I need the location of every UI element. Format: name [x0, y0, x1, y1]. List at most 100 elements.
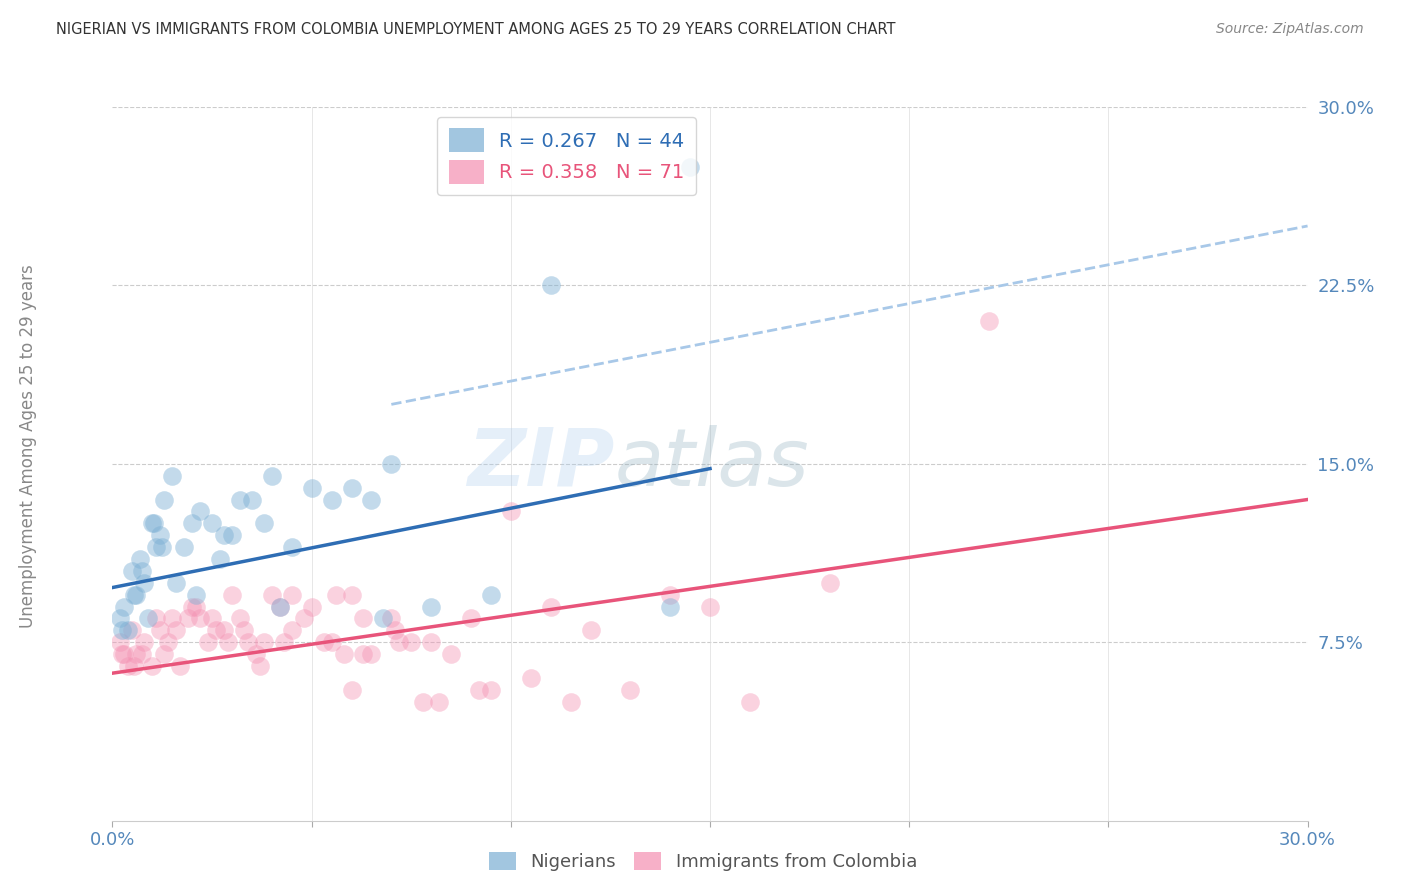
Point — [301, 481, 323, 495]
Text: ZIP: ZIP — [467, 425, 614, 503]
Point — [380, 457, 402, 471]
Point — [412, 695, 434, 709]
Point — [401, 635, 423, 649]
Point — [420, 635, 443, 649]
Point — [380, 611, 402, 625]
Point — [201, 611, 224, 625]
Point — [121, 564, 143, 578]
Point — [131, 564, 153, 578]
Point — [114, 647, 135, 661]
Point — [188, 504, 211, 518]
Point — [229, 492, 252, 507]
Point — [177, 611, 200, 625]
Point — [124, 659, 146, 673]
Point — [212, 528, 235, 542]
Point — [499, 504, 522, 518]
Point — [384, 624, 406, 638]
Text: atlas: atlas — [614, 425, 810, 503]
Point — [145, 540, 167, 554]
Point — [129, 552, 152, 566]
Point — [138, 611, 160, 625]
Point — [217, 635, 239, 649]
Point — [117, 659, 139, 673]
Point — [186, 588, 208, 602]
Point — [292, 611, 315, 625]
Point — [579, 624, 602, 638]
Point — [236, 635, 259, 649]
Text: Source: ZipAtlas.com: Source: ZipAtlas.com — [1216, 22, 1364, 37]
Point — [201, 516, 224, 531]
Point — [205, 624, 228, 638]
Point — [153, 492, 176, 507]
Legend: R = 0.267   N = 44, R = 0.358   N = 71: R = 0.267 N = 44, R = 0.358 N = 71 — [437, 117, 696, 195]
Point — [110, 635, 132, 649]
Point — [269, 599, 291, 614]
Point — [173, 540, 195, 554]
Point — [111, 624, 134, 638]
Point — [188, 611, 211, 625]
Point — [273, 635, 295, 649]
Point — [479, 588, 502, 602]
Point — [260, 588, 283, 602]
Point — [134, 575, 156, 590]
Point — [281, 588, 304, 602]
Point — [245, 647, 267, 661]
Point — [352, 647, 374, 661]
Point — [141, 659, 163, 673]
Point — [540, 278, 562, 293]
Point — [468, 682, 491, 697]
Text: NIGERIAN VS IMMIGRANTS FROM COLOMBIA UNEMPLOYMENT AMONG AGES 25 TO 29 YEARS CORR: NIGERIAN VS IMMIGRANTS FROM COLOMBIA UNE… — [56, 22, 896, 37]
Point — [260, 468, 283, 483]
Point — [679, 160, 702, 174]
Point — [131, 647, 153, 661]
Point — [540, 599, 562, 614]
Point — [659, 588, 682, 602]
Point — [197, 635, 219, 649]
Point — [520, 671, 543, 685]
Point — [340, 682, 363, 697]
Point — [110, 611, 132, 625]
Point — [162, 611, 183, 625]
Point — [360, 492, 382, 507]
Point — [153, 647, 176, 661]
Point — [114, 599, 135, 614]
Point — [420, 599, 443, 614]
Point — [117, 624, 139, 638]
Point — [269, 599, 291, 614]
Point — [240, 492, 263, 507]
Point — [221, 528, 243, 542]
Point — [619, 682, 641, 697]
Point — [479, 682, 502, 697]
Point — [440, 647, 463, 661]
Point — [360, 647, 382, 661]
Point — [162, 468, 183, 483]
Point — [165, 624, 187, 638]
Point — [301, 599, 323, 614]
Point — [659, 599, 682, 614]
Point — [352, 611, 374, 625]
Point — [332, 647, 354, 661]
Legend: Nigerians, Immigrants from Colombia: Nigerians, Immigrants from Colombia — [482, 845, 924, 879]
Point — [253, 516, 276, 531]
Point — [145, 611, 167, 625]
Point — [312, 635, 335, 649]
Point — [560, 695, 582, 709]
Point — [212, 624, 235, 638]
Point — [818, 575, 841, 590]
Point — [977, 314, 1000, 328]
Point — [249, 659, 271, 673]
Point — [229, 611, 252, 625]
Point — [699, 599, 721, 614]
Point — [253, 635, 276, 649]
Point — [134, 635, 156, 649]
Point — [157, 635, 180, 649]
Point — [143, 516, 166, 531]
Point — [181, 599, 204, 614]
Point — [165, 575, 187, 590]
Point — [150, 540, 173, 554]
Point — [124, 588, 146, 602]
Point — [427, 695, 450, 709]
Point — [149, 624, 172, 638]
Point — [125, 647, 148, 661]
Point — [169, 659, 191, 673]
